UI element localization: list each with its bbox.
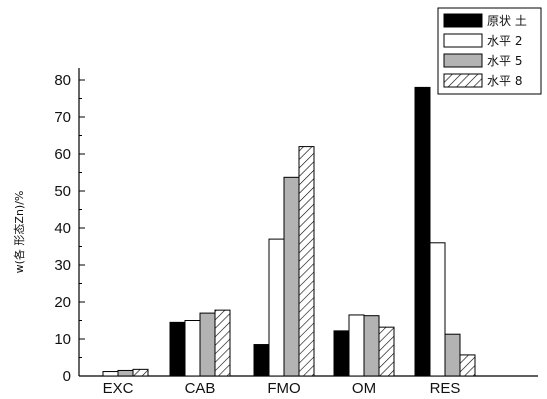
x-tick-label: EXC — [103, 380, 134, 397]
legend-label: 原状 土 — [487, 14, 527, 28]
legend: 原状 土水平 2 水平 5 水平 8 — [437, 7, 542, 95]
y-axis-label: w(各 形态Zn)/% — [12, 191, 26, 274]
y-tick-label: 20 — [54, 294, 71, 311]
y-tick-label: 10 — [54, 331, 71, 348]
x-axis-labels: EXC CAB FMO OM RES — [103, 371, 461, 397]
bar-res-series-4 — [459, 354, 476, 377]
bars — [102, 86, 476, 377]
y-axis-ticks: 0 10 20 30 40 50 60 70 80 — [54, 72, 85, 385]
bar-fmo-series-4 — [298, 146, 315, 377]
bar-cab-series-4 — [214, 309, 231, 377]
bar-res-series-2 — [429, 242, 446, 377]
bar-res-series-1 — [414, 86, 431, 377]
bar-cab-series-3 — [199, 312, 216, 377]
bar-cab-series-2 — [184, 320, 201, 377]
legend-swatch — [443, 73, 483, 88]
bar-fmo-series-2 — [268, 238, 285, 377]
legend-swatch — [443, 33, 483, 48]
bar-om-series-3 — [363, 315, 380, 377]
bar-om-series-1 — [333, 330, 350, 377]
legend-label: 水平 8 — [487, 74, 522, 88]
bar-fmo-series-3 — [283, 176, 300, 377]
y-tick-label: 60 — [54, 146, 71, 163]
y-tick-label: 30 — [54, 257, 71, 274]
bar-exc-series-3 — [117, 369, 134, 377]
bar-om-series-2 — [348, 314, 365, 377]
bar-exc-series-4 — [132, 368, 149, 377]
y-tick-label: 0 — [63, 368, 71, 385]
y-tick-label: 70 — [54, 109, 71, 126]
bar-cab-series-1 — [169, 321, 186, 377]
x-tick-label: CAB — [185, 380, 216, 397]
bar-om-series-4 — [378, 326, 395, 377]
bar-exc-series-2 — [102, 371, 119, 377]
x-tick-label: FMO — [267, 380, 300, 397]
legend-label: 水平 5 — [487, 54, 522, 68]
y-tick-label: 80 — [54, 72, 71, 89]
bar-res-series-3 — [444, 333, 461, 377]
x-tick-label: OM — [352, 380, 376, 397]
legend-swatch — [443, 53, 483, 68]
bar-fmo-series-1 — [253, 344, 270, 377]
legend-label: 水平 2 — [487, 34, 522, 48]
x-tick-label: RES — [430, 380, 461, 397]
y-tick-label: 50 — [54, 183, 71, 200]
y-tick-label: 40 — [54, 220, 71, 237]
plot-area: 0 10 20 30 40 50 60 70 80 EXC CAB FMO OM RES — [54, 68, 538, 397]
legend-swatch — [443, 13, 483, 28]
